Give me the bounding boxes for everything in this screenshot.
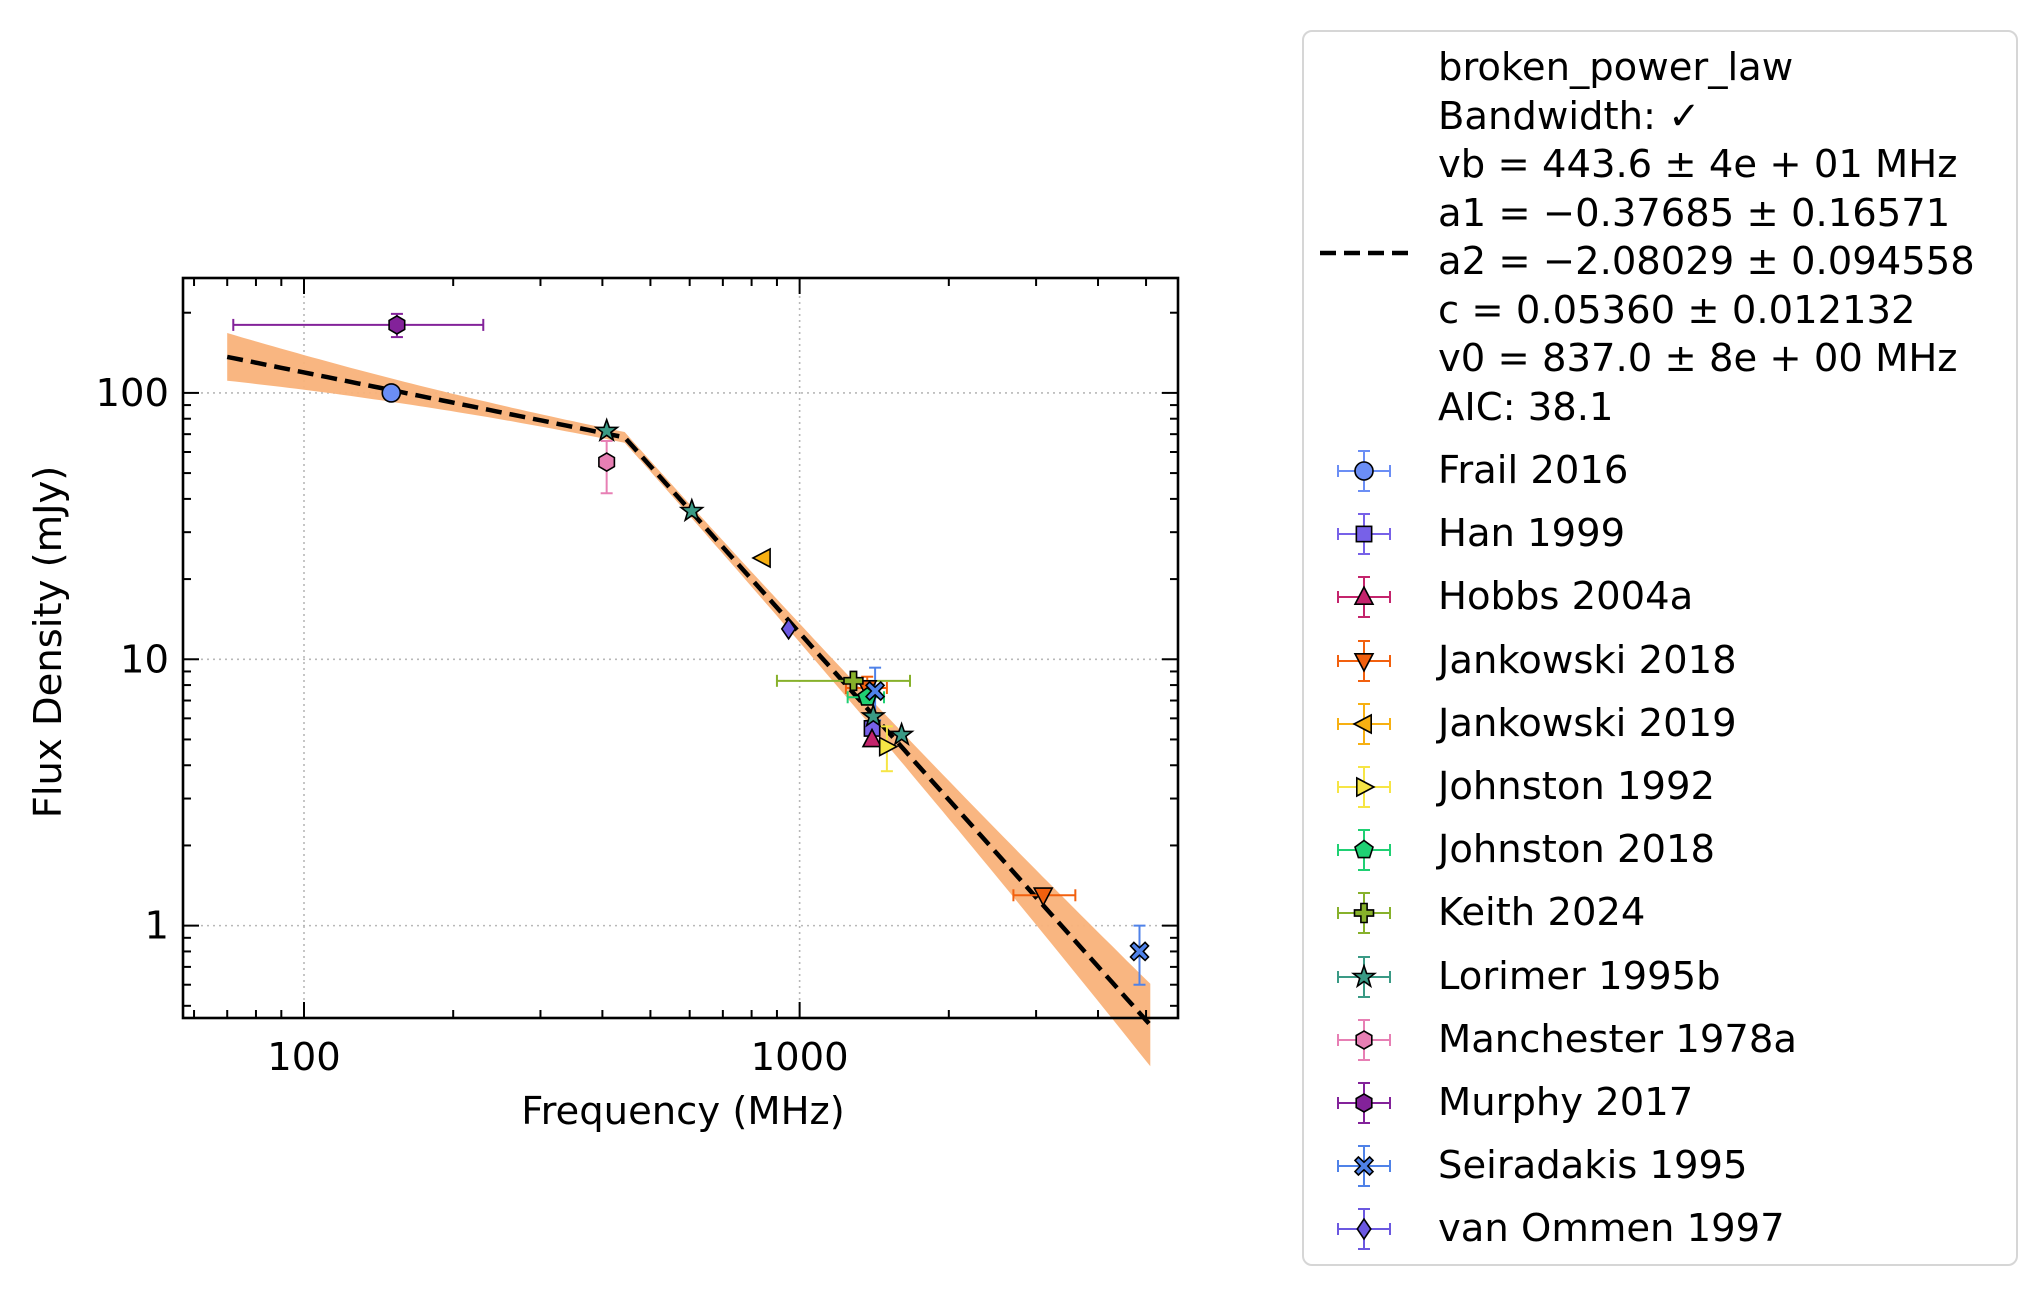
legend-marker — [1337, 1208, 1391, 1251]
y-tick-label: 10 — [120, 637, 169, 682]
legend-marker-shape — [1355, 1029, 1373, 1050]
legend-entry: Johnston 1992 — [1304, 756, 2020, 819]
legend-marker-shape — [1350, 962, 1378, 988]
legend-label: van Ommen 1997 — [1438, 1206, 1785, 1252]
legend-label: Murphy 2017 — [1438, 1080, 1694, 1125]
y-tick-label: 1 — [145, 904, 170, 949]
legend-marker — [1337, 829, 1391, 872]
fit-legend-handle — [1320, 250, 1408, 256]
legend-marker-shape — [1353, 903, 1375, 924]
legend-label: Han 1999 — [1438, 511, 1626, 557]
legend-label: Johnston 1992 — [1438, 764, 1716, 809]
legend-entry: van Ommen 1997 — [1304, 1198, 2020, 1261]
data-point — [864, 680, 886, 702]
y-tick-label: 100 — [96, 371, 170, 416]
x-tick-label: 100 — [267, 1035, 341, 1080]
fit-curve — [226, 354, 1152, 1027]
x-axis-label: Frequency (MHz) — [521, 1089, 845, 1134]
plot-area: 100 1000 1 10 100 — [96, 276, 1180, 1080]
legend-marker-shape — [1354, 461, 1374, 481]
legend: broken_power_law Bandwidth: ✓ vb = 443.6… — [1302, 30, 2018, 1266]
legend-marker-shape — [1354, 839, 1374, 859]
data-point — [861, 727, 883, 748]
chart-figure: 100 1000 1 10 100 Frequency (MHz) Flux Densi… — [26, 276, 1180, 1134]
legend-entry: Lorimer 1995b — [1304, 946, 2020, 1009]
data-point — [843, 670, 864, 692]
fit-legend-line: a1 = −0.37685 ± 0.16571 — [1438, 190, 1951, 236]
data-point — [780, 617, 797, 641]
data-point — [751, 547, 771, 569]
legend-marker-shape — [1353, 585, 1375, 606]
legend-label: Jankowski 2019 — [1438, 700, 1737, 746]
data-point — [888, 721, 915, 746]
fit-legend-line: broken_power_law — [1438, 45, 1794, 90]
fit-legend-line: vb = 443.6 ± 4e + 01 MHz — [1438, 142, 1958, 187]
legend-entry: Murphy 2017 — [1304, 1072, 2020, 1135]
legend-entry: Keith 2024 — [1304, 882, 2020, 945]
data-point — [593, 417, 620, 442]
data-point — [1032, 887, 1054, 907]
legend-entry: Jankowski 2018 — [1304, 630, 2020, 693]
legend-marker — [1337, 955, 1391, 998]
fit-uncertainty-band — [227, 333, 1151, 1067]
legend-label: Johnston 2018 — [1438, 827, 1716, 873]
legend-marker-shape — [1355, 1093, 1373, 1113]
legend-entry: Johnston 2018 — [1304, 819, 2020, 882]
legend-entry: Manchester 1978a — [1304, 1009, 2020, 1072]
legend-marker-shape — [1355, 525, 1373, 543]
legend-entry: Han 1999 — [1304, 503, 2020, 566]
legend-marker — [1337, 1018, 1391, 1061]
grid-lines — [183, 278, 1178, 1018]
legend-label: Seiradakis 1995 — [1438, 1143, 1748, 1189]
fit-legend-line: AIC: 38.1 — [1438, 384, 1614, 430]
legend-marker — [1337, 513, 1391, 556]
tick-labels: 100 1000 1 10 100 — [96, 371, 849, 1080]
legend-label: Frail 2016 — [1438, 448, 1629, 493]
data-point — [878, 736, 899, 757]
data-point — [598, 452, 616, 473]
legend-entry: Frail 2016 — [1304, 440, 2020, 503]
fit-legend-line: Bandwidth: ✓ — [1438, 93, 1701, 139]
fit-legend-line: v0 = 837.0 ± 8e + 00 MHz — [1438, 336, 1958, 381]
legend-entry: Seiradakis 1995 — [1304, 1135, 2020, 1198]
data-point — [860, 702, 887, 728]
legend-label: Hobbs 2004a — [1438, 574, 1694, 620]
axes-frame — [181, 276, 1180, 1020]
data-points — [381, 314, 1150, 962]
axis-ticks — [183, 278, 1178, 1018]
legend-marker-shape — [1356, 1218, 1372, 1241]
legend-marker-shape — [1352, 713, 1373, 735]
legend-label: Lorimer 1995b — [1438, 953, 1721, 999]
legend-marker — [1337, 766, 1391, 808]
legend-label: Jankowski 2018 — [1438, 637, 1737, 683]
legend-marker-shape — [1355, 776, 1376, 798]
data-point — [388, 314, 406, 335]
legend-marker — [1337, 1082, 1391, 1124]
fit-legend-line: c = 0.05360 ± 0.012132 — [1438, 287, 1916, 333]
legend-marker — [1337, 702, 1391, 745]
x-tick-label: 1000 — [751, 1035, 849, 1080]
fit-band — [227, 333, 1151, 1067]
data-point — [381, 383, 402, 403]
y-axis-label: Flux Density (mJy) — [26, 466, 71, 819]
fit-line — [226, 354, 1152, 1027]
legend-marker — [1337, 892, 1391, 935]
legend-marker — [1337, 576, 1391, 619]
legend-marker-shape — [1353, 1156, 1375, 1177]
legend-marker — [1337, 450, 1391, 492]
legend-entry: Hobbs 2004a — [1304, 566, 2020, 629]
fit-legend-line: a2 = −2.08029 ± 0.094558 — [1438, 239, 1975, 284]
legend-marker-shape — [1353, 652, 1375, 673]
legend-entry: Jankowski 2019 — [1304, 693, 2020, 756]
legend-marker — [1337, 639, 1391, 682]
data-point — [678, 497, 705, 523]
legend-marker — [1337, 1145, 1391, 1188]
legend-label: Manchester 1978a — [1438, 1016, 1797, 1062]
legend-label: Keith 2024 — [1438, 890, 1646, 936]
fit-legend-text: broken_power_law Bandwidth: ✓ vb = 443.6… — [1438, 44, 2008, 432]
data-point — [1129, 941, 1150, 962]
